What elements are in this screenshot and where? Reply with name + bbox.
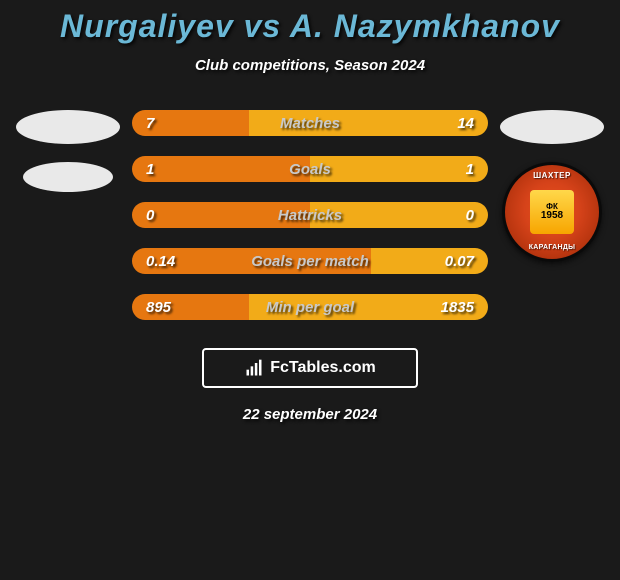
stat-bar: Min per goal8951835: [132, 294, 488, 320]
right-badge-column: ШАХТЕР ФК 1958 КАРАГАНДЫ: [492, 110, 612, 262]
left-badge-placeholder-1: [16, 110, 120, 144]
page-title: Nurgaliyev vs A. Nazymkhanov: [0, 8, 620, 45]
footer-date: 22 september 2024: [0, 406, 620, 423]
bar-track: [132, 110, 488, 136]
left-badge-column: [8, 110, 128, 192]
brand-text: FcTables.com: [270, 359, 376, 377]
stat-bar: Goals11: [132, 156, 488, 182]
bar-segment-right: [310, 156, 488, 182]
bar-track: [132, 294, 488, 320]
bar-segment-left: [132, 294, 249, 320]
bar-track: [132, 156, 488, 182]
bar-segment-right: [249, 294, 488, 320]
page-subtitle: Club competitions, Season 2024: [0, 57, 620, 74]
crest-text-bottom: КАРАГАНДЫ: [529, 244, 576, 251]
chart-icon: [244, 358, 264, 378]
bar-segment-right: [310, 202, 488, 228]
brand-badge: FcTables.com: [202, 348, 418, 388]
comparison-card: Nurgaliyev vs A. Nazymkhanov Club compet…: [0, 0, 620, 423]
bar-segment-right: [249, 110, 488, 136]
comparison-bars: Matches714 Goals11 Hattricks00 Goals per ma…: [128, 110, 492, 320]
right-badge-placeholder: [500, 110, 604, 144]
bar-track: [132, 248, 488, 274]
club-crest-shakhter-karagandy: ШАХТЕР ФК 1958 КАРАГАНДЫ: [502, 162, 602, 262]
bar-segment-right: [371, 248, 488, 274]
body-row: Matches714 Goals11 Hattricks00 Goals per ma…: [0, 110, 620, 320]
crest-text-top: ШАХТЕР: [533, 171, 571, 180]
stat-bar: Matches714: [132, 110, 488, 136]
crest-center: ФК 1958: [530, 190, 574, 234]
stat-bar: Hattricks00: [132, 202, 488, 228]
left-badge-placeholder-2: [23, 162, 113, 192]
crest-center-year: 1958: [541, 211, 563, 221]
bar-track: [132, 202, 488, 228]
stat-bar: Goals per match0.140.07: [132, 248, 488, 274]
bar-segment-left: [132, 110, 249, 136]
bar-segment-left: [132, 202, 310, 228]
bar-segment-left: [132, 248, 371, 274]
bar-segment-left: [132, 156, 310, 182]
